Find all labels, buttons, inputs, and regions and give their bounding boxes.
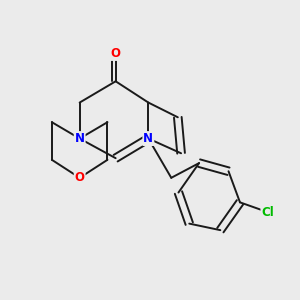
Text: O: O (75, 171, 85, 184)
Text: Cl: Cl (261, 206, 274, 219)
Text: O: O (111, 47, 121, 60)
Text: N: N (143, 132, 153, 145)
Text: N: N (75, 132, 85, 145)
